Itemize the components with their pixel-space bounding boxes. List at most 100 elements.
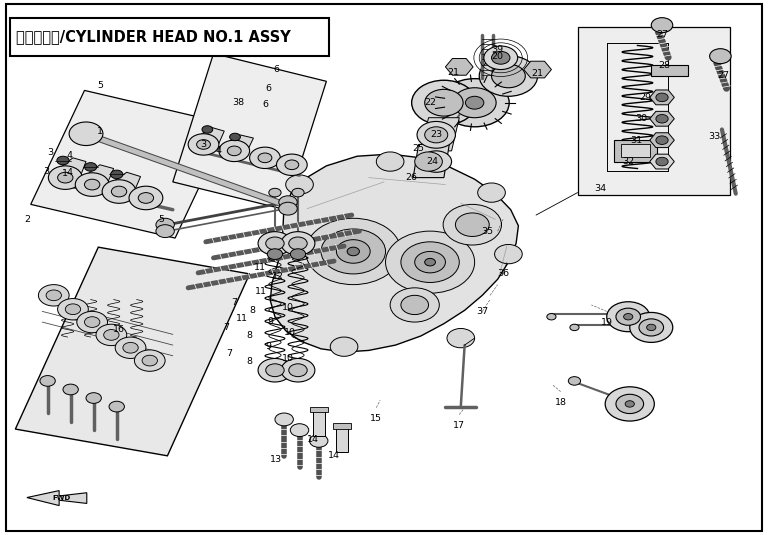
Bar [621, 144, 650, 157]
Circle shape [453, 88, 496, 118]
Text: 5: 5 [97, 81, 103, 90]
Bar [333, 423, 351, 429]
Circle shape [639, 319, 664, 336]
Circle shape [421, 151, 452, 172]
Text: 12: 12 [272, 272, 284, 281]
Circle shape [279, 196, 297, 209]
Circle shape [75, 173, 109, 196]
Polygon shape [55, 158, 86, 182]
Circle shape [58, 172, 73, 183]
Circle shape [425, 89, 463, 116]
Circle shape [656, 157, 668, 166]
Circle shape [443, 204, 502, 245]
Text: 14: 14 [328, 452, 340, 460]
Circle shape [412, 80, 476, 125]
Polygon shape [421, 118, 459, 151]
Text: 8: 8 [247, 357, 253, 365]
Text: 7: 7 [231, 298, 237, 307]
Polygon shape [650, 90, 674, 105]
Circle shape [570, 324, 579, 331]
Circle shape [202, 126, 213, 133]
Text: 10: 10 [282, 354, 294, 363]
Text: 14: 14 [307, 435, 319, 444]
Text: 22: 22 [424, 98, 436, 107]
Circle shape [292, 188, 304, 197]
Bar [651, 65, 688, 76]
Text: 33: 33 [708, 132, 720, 141]
Circle shape [104, 330, 119, 340]
Text: 21: 21 [447, 68, 459, 77]
Circle shape [275, 413, 293, 426]
Circle shape [607, 302, 650, 332]
Polygon shape [524, 61, 551, 78]
Circle shape [605, 387, 654, 421]
Circle shape [347, 247, 359, 256]
Circle shape [401, 242, 459, 282]
Circle shape [492, 51, 510, 64]
Text: 4: 4 [66, 168, 72, 177]
Circle shape [188, 134, 219, 155]
Circle shape [624, 314, 633, 320]
Circle shape [484, 46, 518, 70]
Text: 17: 17 [453, 421, 465, 430]
Circle shape [84, 163, 97, 171]
Text: 7: 7 [223, 323, 230, 332]
Text: 39: 39 [492, 45, 504, 54]
Circle shape [63, 384, 78, 395]
Text: 8: 8 [247, 331, 253, 340]
Circle shape [267, 249, 283, 259]
Circle shape [417, 121, 455, 148]
Polygon shape [31, 90, 229, 238]
Circle shape [134, 350, 165, 371]
Circle shape [330, 337, 358, 356]
Text: 11: 11 [255, 287, 267, 296]
Text: 25: 25 [412, 144, 425, 152]
Circle shape [286, 175, 313, 194]
Circle shape [306, 218, 401, 285]
Text: 23: 23 [430, 131, 442, 139]
Polygon shape [196, 127, 224, 148]
Circle shape [84, 179, 100, 190]
Circle shape [258, 232, 292, 255]
Polygon shape [650, 154, 674, 169]
Circle shape [230, 133, 240, 141]
Circle shape [69, 122, 103, 146]
Circle shape [156, 225, 174, 238]
Circle shape [656, 93, 668, 102]
Bar [336, 426, 348, 452]
Circle shape [310, 434, 328, 447]
Polygon shape [445, 58, 473, 75]
Text: 38: 38 [232, 98, 244, 107]
Text: 13: 13 [270, 455, 283, 463]
Circle shape [616, 308, 641, 325]
Polygon shape [650, 111, 674, 126]
Circle shape [568, 377, 581, 385]
Circle shape [478, 183, 505, 202]
Circle shape [547, 314, 556, 320]
Text: 11: 11 [236, 314, 248, 323]
Text: 27: 27 [656, 30, 668, 39]
Bar [313, 410, 325, 436]
Circle shape [321, 229, 386, 274]
Text: 16: 16 [113, 325, 125, 333]
Text: 24: 24 [426, 157, 439, 166]
Circle shape [46, 290, 61, 301]
Text: 36: 36 [497, 270, 509, 278]
Text: 3: 3 [200, 140, 207, 149]
Circle shape [123, 342, 138, 353]
Text: 26: 26 [405, 173, 417, 182]
Circle shape [258, 153, 272, 163]
Circle shape [285, 160, 299, 170]
Circle shape [289, 237, 307, 250]
Circle shape [258, 358, 292, 382]
Circle shape [48, 166, 82, 189]
Circle shape [415, 251, 445, 273]
Circle shape [269, 188, 281, 197]
Circle shape [415, 152, 442, 171]
Text: 1: 1 [97, 127, 103, 135]
Circle shape [111, 170, 123, 179]
Text: 11: 11 [253, 263, 266, 272]
Circle shape [65, 304, 81, 315]
Circle shape [710, 49, 731, 64]
Text: 19: 19 [601, 318, 613, 326]
